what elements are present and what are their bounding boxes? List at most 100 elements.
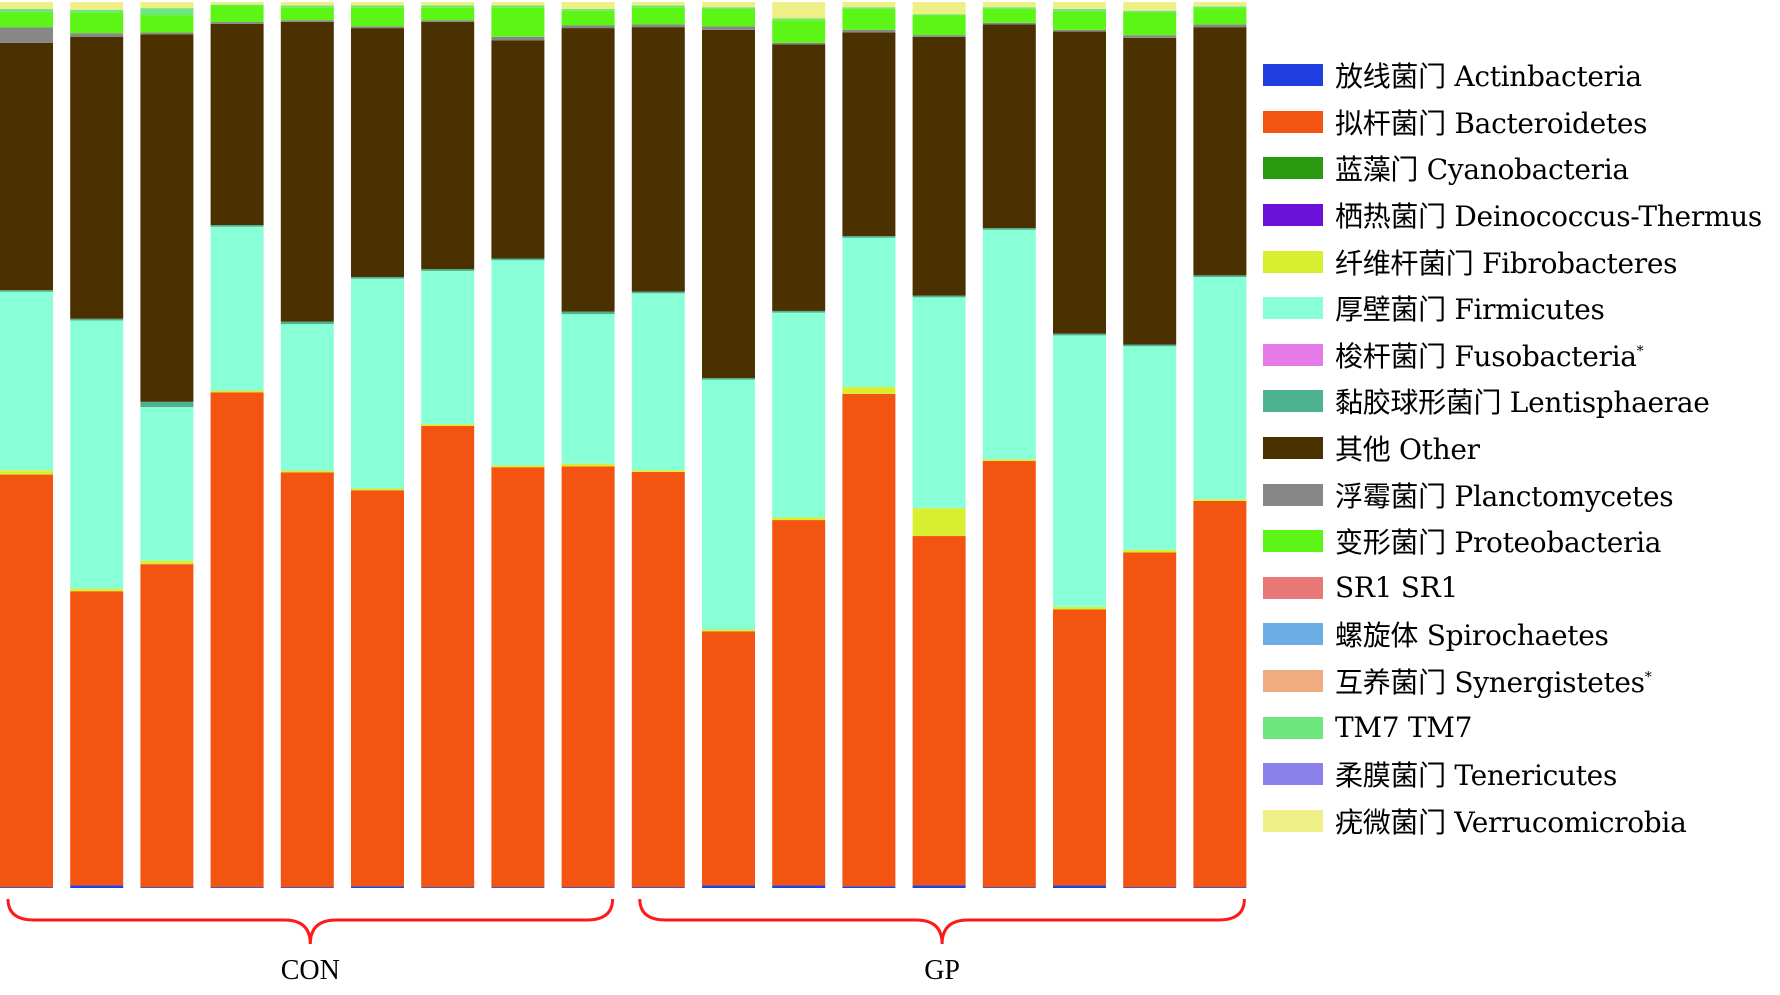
legend-item: 厚壁菌门 Firmicutes <box>1263 285 1762 332</box>
significance-star: * <box>1644 669 1652 686</box>
bar-segment <box>561 887 615 888</box>
bar-segment <box>772 42 826 45</box>
bar-segment <box>351 2 404 6</box>
bar-segment <box>1123 887 1177 888</box>
group-brace <box>638 898 1246 945</box>
legend-swatch <box>1263 716 1323 739</box>
bar-segment <box>1123 1 1177 11</box>
bar-segment <box>280 21 334 322</box>
bar-segment <box>421 22 475 270</box>
legend-swatch <box>1263 157 1323 180</box>
bar-segment <box>561 25 615 29</box>
legend-label: 疣微菌门 Verrucomicrobia <box>1335 805 1687 839</box>
bar-segment <box>491 465 545 468</box>
legend-label: 放线菌门 Actinbacteria <box>1335 60 1642 94</box>
bar-segment <box>140 2 194 9</box>
legend-label: 蓝藻门 Cyanobacteria <box>1335 153 1629 187</box>
bar-segment <box>1053 11 1106 30</box>
bar-segment <box>210 4 264 6</box>
legend-swatch <box>1263 437 1323 460</box>
bar-segment <box>421 5 475 8</box>
legend-label: 柔膜菌门 Tenericutes <box>1335 759 1618 793</box>
bar-segment <box>1053 1 1106 9</box>
legend-label: 厚壁菌门 Firmicutes <box>1335 293 1605 327</box>
bar-segment <box>1123 344 1177 347</box>
legend-label: 螺旋体 Spirochaetes <box>1335 619 1609 653</box>
bar-segment <box>421 2 475 6</box>
bar-segment <box>772 1 826 19</box>
bar-segment <box>70 33 124 37</box>
bar-segment <box>70 1 124 10</box>
bar-segment <box>912 536 966 886</box>
bar-segment <box>421 269 475 271</box>
bar-segment <box>912 295 966 298</box>
bar-segment <box>491 36 545 41</box>
legend-item: 变形菌门 Proteobacteria <box>1263 518 1762 565</box>
bar-segment <box>982 229 1036 460</box>
legend-swatch <box>1263 530 1323 553</box>
bar-segment <box>421 270 475 425</box>
legend-item: 栖热菌门 Deinococcus-Thermus <box>1263 192 1762 239</box>
bar-segment <box>1123 549 1177 553</box>
bar-segment <box>1123 552 1177 888</box>
legend-label: 栖热菌门 Deinococcus-Thermus <box>1335 200 1762 234</box>
bar-segment <box>631 470 685 472</box>
bar-segment <box>1053 335 1106 607</box>
bar-segment <box>140 15 194 33</box>
bar-segment <box>421 887 475 888</box>
bar-segment <box>982 1 1036 8</box>
bar-segment <box>702 885 755 888</box>
bar-segment <box>351 277 404 279</box>
bar-segment <box>140 32 194 35</box>
legend-label: 浮霉菌门 Planctomycetes <box>1335 479 1674 513</box>
bar-segment <box>140 401 194 408</box>
bar-segment <box>70 591 124 886</box>
legend-swatch <box>1263 623 1323 646</box>
bar-segment <box>1053 606 1106 610</box>
bar-segment <box>772 312 826 518</box>
bar-segment <box>702 631 755 886</box>
bar-segment <box>280 321 334 325</box>
bar-segment <box>0 290 53 292</box>
legend-item: SR1 SR1 <box>1263 565 1762 612</box>
legend-label: 变形菌门 Proteobacteria <box>1335 526 1662 560</box>
bar-segment <box>772 44 826 311</box>
bar-segment <box>491 260 545 466</box>
legend-label: 梭杆菌门 Fusobacteria* <box>1335 339 1644 373</box>
bar-segment <box>631 7 685 25</box>
bar-segment <box>140 564 194 888</box>
bar-segment <box>70 12 124 34</box>
bar-segment <box>280 470 334 473</box>
legend-item: TM7 TM7 <box>1263 704 1762 751</box>
legend-item: 螺旋体 Spirochaetes <box>1263 611 1762 658</box>
bar-segment <box>491 5 545 8</box>
bar-segment <box>140 407 194 561</box>
legend-item: 梭杆菌门 Fusobacteria* <box>1263 332 1762 379</box>
bar-segment <box>772 517 826 521</box>
bar-segment <box>70 320 124 589</box>
legend-label: SR1 SR1 <box>1335 571 1458 605</box>
bar-segment <box>491 7 545 37</box>
bar-segment <box>0 887 53 888</box>
bar-segment <box>1053 885 1106 888</box>
bar-segment <box>702 629 755 632</box>
bar-segment <box>280 1 334 6</box>
bar-segment <box>351 886 404 888</box>
bar-segment <box>982 7 1036 9</box>
legend-item: 蓝藻门 Cyanobacteria <box>1263 145 1762 192</box>
bar-segment <box>561 311 615 315</box>
bar-segment <box>912 36 966 296</box>
legend-label: 其他 Other <box>1335 433 1480 467</box>
bar-segment <box>702 377 755 380</box>
bar-segment <box>912 1 966 15</box>
legend-swatch <box>1263 343 1323 366</box>
legend-item: 黏胶球形菌门 Lentisphaerae <box>1263 378 1762 425</box>
group-label-gp: GP <box>924 955 960 986</box>
legend: 放线菌门 Actinbacteria 拟杆菌门 Bacteroidetes 蓝藻门 … <box>1263 52 1762 844</box>
bar-segment <box>631 293 685 471</box>
bar-segment <box>351 278 404 489</box>
bar-segment <box>1193 6 1247 9</box>
bar-segment <box>351 488 404 491</box>
bar-segment <box>491 258 545 261</box>
bar-segment <box>70 9 124 13</box>
